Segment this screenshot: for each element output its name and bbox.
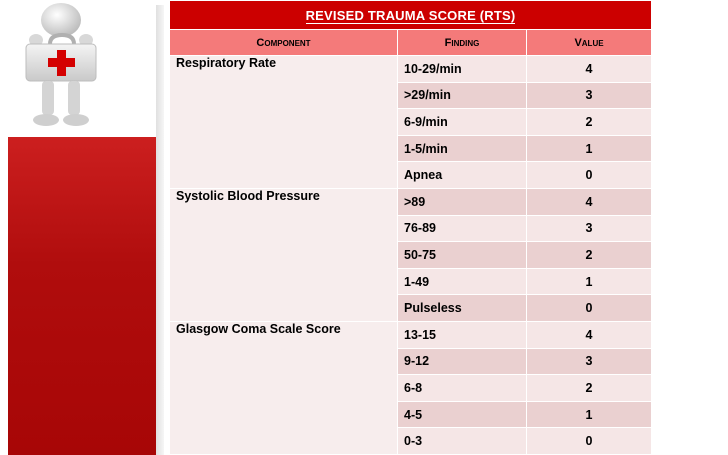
- value-cell: 1: [526, 267, 652, 296]
- table-row: Glasgow Coma Scale Score 13-15 4: [169, 320, 652, 455]
- table-row: 6-8 2: [170, 374, 652, 402]
- component-cell: Respiratory Rate: [169, 55, 398, 189]
- component-cell: Systolic Blood Pressure: [169, 187, 398, 322]
- finding-cell: 13-15: [397, 320, 527, 349]
- header-component: Component: [169, 29, 398, 56]
- value-cell: 2: [526, 241, 652, 269]
- finding-cell: >89: [397, 187, 527, 216]
- header-finding: Finding: [397, 29, 527, 56]
- table-title: REVISED TRAUMA SCORE (RTS): [169, 0, 652, 30]
- table-row: 4-5 1: [170, 400, 652, 429]
- table-row: Systolic Blood Pressure >89 4: [169, 187, 652, 322]
- table-title-text: REVISED TRAUMA SCORE (RTS): [305, 7, 516, 24]
- finding-cell: Pulseless: [397, 294, 527, 322]
- table-row: Respiratory Rate 10-29/min 4: [169, 55, 652, 189]
- value-cell: 1: [526, 134, 652, 163]
- table-row: 6-9/min 2: [170, 108, 652, 136]
- value-cell: 1: [526, 400, 652, 429]
- finding-cell: 6-9/min: [397, 108, 527, 136]
- value-cell: 0: [526, 161, 652, 189]
- first-aid-kit-figure-icon: [25, 3, 97, 126]
- rts-table: REVISED TRAUMA SCORE (RTS) Component Fin…: [169, 0, 652, 455]
- table-row: 9-12 3: [170, 347, 652, 376]
- finding-cell: 50-75: [397, 241, 527, 269]
- finding-cell: 0-3: [397, 427, 527, 455]
- finding-cell: Apnea: [397, 161, 527, 189]
- value-cell: 4: [526, 187, 652, 216]
- value-cell: 3: [526, 347, 652, 376]
- value-cell: 2: [526, 374, 652, 402]
- component-cell: Glasgow Coma Scale Score: [169, 320, 398, 455]
- table-row: 0-3 0: [170, 427, 652, 455]
- table-row: 50-75 2: [170, 241, 652, 269]
- table-row: Pulseless 0: [170, 294, 652, 322]
- value-cell: 4: [526, 320, 652, 349]
- value-cell: 3: [526, 81, 652, 110]
- divider-shadow: [156, 5, 164, 455]
- table-row: 76-89 3: [170, 214, 652, 243]
- finding-cell: 1-49: [397, 267, 527, 296]
- finding-cell: 4-5: [397, 400, 527, 429]
- table-row: >29/min 3: [170, 81, 652, 110]
- value-cell: 0: [526, 294, 652, 322]
- finding-cell: >29/min: [397, 81, 527, 110]
- value-cell: 2: [526, 108, 652, 136]
- value-cell: 3: [526, 214, 652, 243]
- table-row: 1-5/min 1: [170, 134, 652, 163]
- header-value: Value: [526, 29, 652, 56]
- finding-cell: 10-29/min: [397, 55, 527, 83]
- value-cell: 0: [526, 427, 652, 455]
- left-decor-panel: [0, 0, 158, 455]
- finding-cell: 1-5/min: [397, 134, 527, 163]
- red-side-block: [8, 137, 158, 455]
- finding-cell: 9-12: [397, 347, 527, 376]
- finding-cell: 76-89: [397, 214, 527, 243]
- value-cell: 4: [526, 55, 652, 83]
- table-row: Apnea 0: [170, 161, 652, 189]
- finding-cell: 6-8: [397, 374, 527, 402]
